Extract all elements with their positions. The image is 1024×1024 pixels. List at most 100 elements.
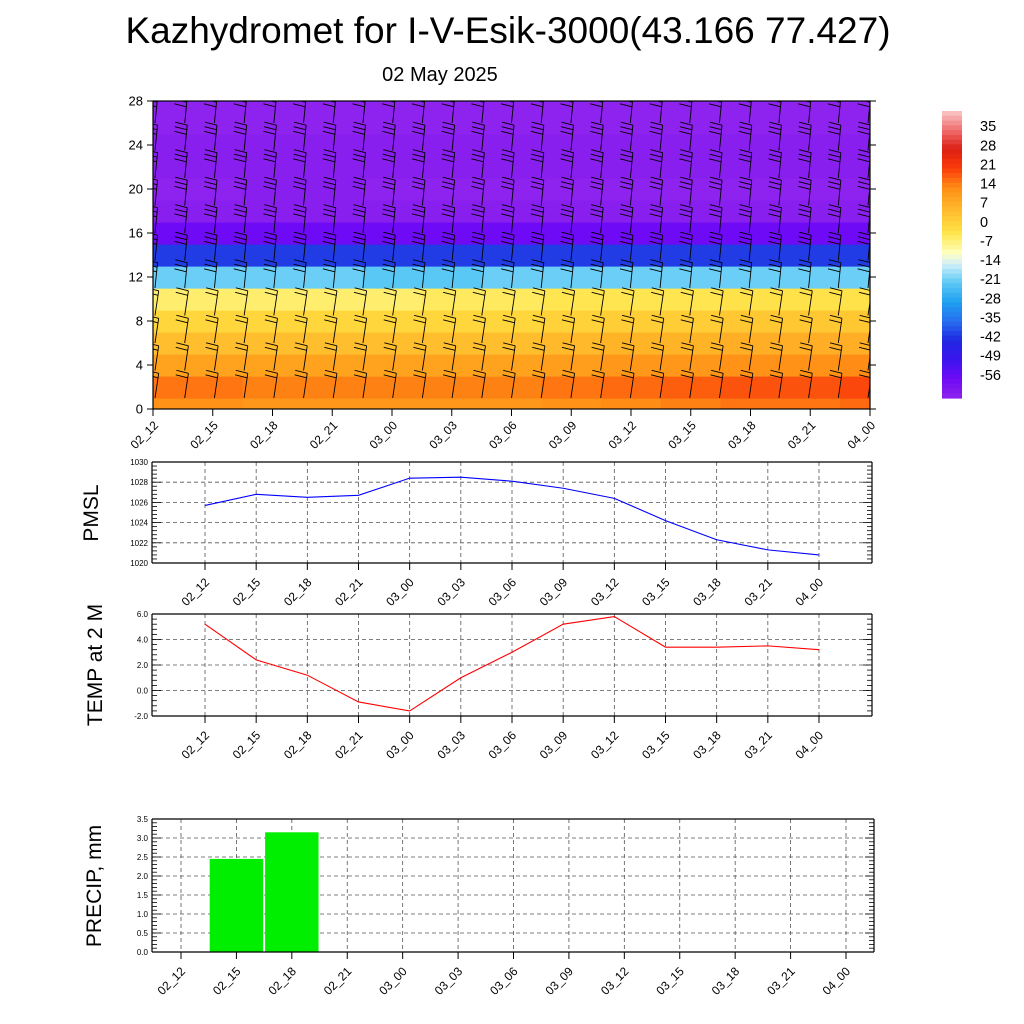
wind-barb-flag	[798, 103, 811, 108]
wind-barb-flag	[382, 213, 395, 218]
wind-barb-flag	[204, 259, 218, 264]
heatmap-cell	[421, 156, 483, 179]
wind-barb-flag	[383, 149, 396, 154]
x-tick-label: 02_12	[155, 964, 189, 998]
wind-barb-flag	[591, 95, 603, 98]
heatmap-cell	[541, 310, 602, 333]
wind-barb-flag	[471, 130, 484, 135]
wind-barb-flag	[590, 126, 603, 131]
wind-barb-flag	[472, 319, 485, 324]
wind-barb-flag	[620, 149, 634, 154]
wind-barb-flag	[442, 149, 455, 154]
wind-barb-flag	[441, 213, 454, 218]
wind-barb-flag	[383, 319, 396, 324]
wind-barb-flag	[738, 103, 751, 108]
x-tick-label: 03_00	[367, 418, 401, 452]
colorbar-segment	[942, 154, 962, 160]
wind-barb-flag	[204, 204, 218, 209]
wind-barb-flag	[174, 126, 187, 131]
wind-barb-flag	[293, 231, 307, 236]
wind-barb-flag	[293, 149, 307, 154]
wind-barb-flag	[352, 213, 365, 218]
wind-barb-flag	[798, 158, 811, 163]
wind-barb-flag	[153, 160, 157, 163]
wind-barb-flag	[323, 259, 336, 264]
heatmap-cell	[153, 178, 184, 201]
wind-barb-flag	[650, 231, 663, 236]
wind-barb-flag	[591, 319, 604, 324]
wind-barb-flag	[352, 240, 365, 245]
wind-barb-flag	[293, 259, 307, 264]
x-tick-label: 03_09	[537, 728, 571, 762]
wind-barb-flag	[649, 103, 662, 108]
wind-barb-flag	[295, 342, 308, 347]
wind-barb-flag	[829, 314, 843, 319]
wind-barb-flag	[383, 231, 396, 236]
wind-barb-flag	[234, 126, 247, 131]
wind-barb-flag	[711, 342, 724, 347]
wind-barb-flag	[619, 130, 633, 135]
wind-barb-flag	[384, 287, 397, 292]
wind-barb-flag	[590, 103, 603, 108]
wind-barb-flag	[827, 103, 841, 108]
wind-barb-flag	[768, 158, 781, 163]
wind-barb-flag	[175, 374, 188, 379]
wind-barb-flag	[501, 158, 514, 163]
wind-barb-flag	[680, 291, 693, 296]
wind-barb-flag	[263, 130, 276, 135]
wind-barb-flag	[352, 130, 365, 135]
wind-barb-flag	[413, 314, 427, 319]
wind-barb-flag	[799, 259, 812, 264]
wind-barb-flag	[153, 101, 158, 103]
heatmap-cell	[242, 288, 303, 311]
wind-barb-flag	[650, 263, 663, 268]
heatmap-cell	[660, 310, 722, 333]
wind-barb-flag	[174, 185, 187, 190]
wind-barb-flag	[205, 95, 217, 98]
wind-barb-flag	[322, 103, 335, 108]
wind-barb-flag	[413, 291, 426, 296]
heatmap-cell	[660, 332, 722, 355]
wind-barb-flag	[800, 287, 813, 292]
wind-barb-flag	[175, 319, 188, 324]
wind-barb-flag	[798, 208, 811, 213]
wind-barb-flag	[620, 231, 634, 236]
wind-barb-flag	[471, 153, 485, 158]
wind-barb-flag	[828, 263, 841, 268]
wind-barb-flag	[235, 346, 248, 351]
wind-barb-flag	[770, 314, 783, 319]
wind-barb-flag	[442, 176, 455, 181]
wind-barb-flag	[650, 126, 663, 131]
wind-barb-flag	[153, 155, 158, 158]
wind-barb-flag	[740, 319, 753, 324]
wind-barb-flag	[560, 181, 574, 186]
wind-barb-flag	[770, 287, 783, 292]
heatmap-cell	[302, 178, 363, 201]
wind-barb-flag	[649, 158, 662, 163]
wind-barb-flag	[153, 105, 157, 108]
wind-barb-flag	[709, 121, 723, 126]
wind-barb-flag	[174, 153, 187, 158]
wind-barb-flag	[863, 101, 870, 103]
heatmap-cell	[421, 354, 483, 377]
x-tick-label: 02_18	[281, 728, 315, 762]
wind-barb-flag	[531, 176, 544, 181]
colorbar-segment	[942, 149, 962, 155]
wind-barb-flag	[739, 176, 752, 181]
heatmap-cell	[601, 200, 662, 223]
heatmap-cell	[242, 266, 303, 289]
wind-barb-flag	[799, 121, 812, 126]
wind-barb-flag	[235, 95, 247, 98]
wind-barb-flag	[234, 263, 247, 268]
wind-barb-flag	[709, 126, 722, 131]
wind-barb-flag	[738, 185, 751, 190]
heatmap-cell	[182, 222, 244, 245]
wind-barb-flag	[204, 121, 218, 126]
wind-barb-flag	[472, 204, 485, 209]
wind-barb-flag	[352, 126, 366, 131]
wind-barb-flag	[323, 236, 336, 241]
heatmap-cell	[362, 332, 423, 355]
wind-barb-flag	[153, 270, 157, 273]
wind-barb-flag	[294, 95, 306, 98]
heatmap-cell	[153, 112, 184, 135]
